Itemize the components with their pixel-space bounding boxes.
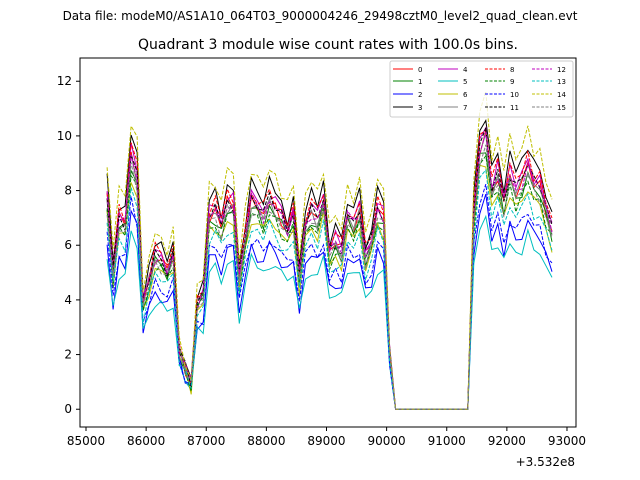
- series-line-10: [106, 184, 553, 410]
- y-tick-label: 2: [64, 348, 72, 362]
- legend-label-6: 6: [463, 91, 468, 99]
- legend-label-8: 8: [510, 66, 514, 74]
- x-tick-label: 91000: [428, 434, 466, 448]
- x-tick-label: 93000: [548, 434, 586, 448]
- chart-title: Quadrant 3 module wise count rates with …: [138, 37, 518, 53]
- legend-label-1: 1: [418, 78, 422, 86]
- legend-label-7: 7: [463, 104, 467, 112]
- series-layer: [106, 91, 553, 410]
- y-tick-label: 12: [57, 74, 72, 88]
- legend-label-4: 4: [463, 66, 468, 74]
- x-tick-label: 89000: [307, 434, 345, 448]
- y-tick-label: 0: [64, 402, 72, 416]
- x-tick-label: 86000: [127, 434, 165, 448]
- series-line-11: [106, 127, 553, 410]
- legend-label-2: 2: [418, 91, 422, 99]
- series-line-15: [106, 144, 553, 410]
- y-tick-label: 10: [57, 129, 72, 143]
- x-tick-label: 87000: [187, 434, 225, 448]
- y-tick-label: 8: [64, 184, 72, 198]
- x-tick-label: 92000: [488, 434, 526, 448]
- legend-label-9: 9: [510, 78, 514, 86]
- series-line-14: [106, 91, 553, 410]
- legend-label-13: 13: [557, 78, 566, 86]
- legend-label-3: 3: [418, 104, 422, 112]
- chart-suptitle: Data file: modeM0/AS1A10_064T03_90000042…: [63, 9, 578, 23]
- y-tick-label: 4: [64, 293, 72, 307]
- axes-layer: 85000 86000 87000 88000 89000 90000 91000 92000…: [57, 74, 586, 448]
- legend-frame: [389, 60, 574, 118]
- x-tick-label: 88000: [247, 434, 285, 448]
- series-line-13: [106, 168, 553, 410]
- legend-label-14: 14: [557, 91, 566, 99]
- legend-label-5: 5: [463, 78, 467, 86]
- series-line-2: [106, 193, 553, 410]
- legend-label-0: 0: [418, 66, 422, 74]
- x-offset-label: +3.532e8: [516, 455, 575, 469]
- plot-frame: [79, 57, 577, 428]
- x-tick-label: 85000: [67, 434, 105, 448]
- legend-label-15: 15: [557, 104, 566, 112]
- y-tick-label: 6: [64, 238, 72, 252]
- legend-label-12: 12: [557, 66, 566, 74]
- legend-label-11: 11: [510, 104, 519, 112]
- legend-label-10: 10: [510, 91, 519, 99]
- x-tick-label: 90000: [368, 434, 406, 448]
